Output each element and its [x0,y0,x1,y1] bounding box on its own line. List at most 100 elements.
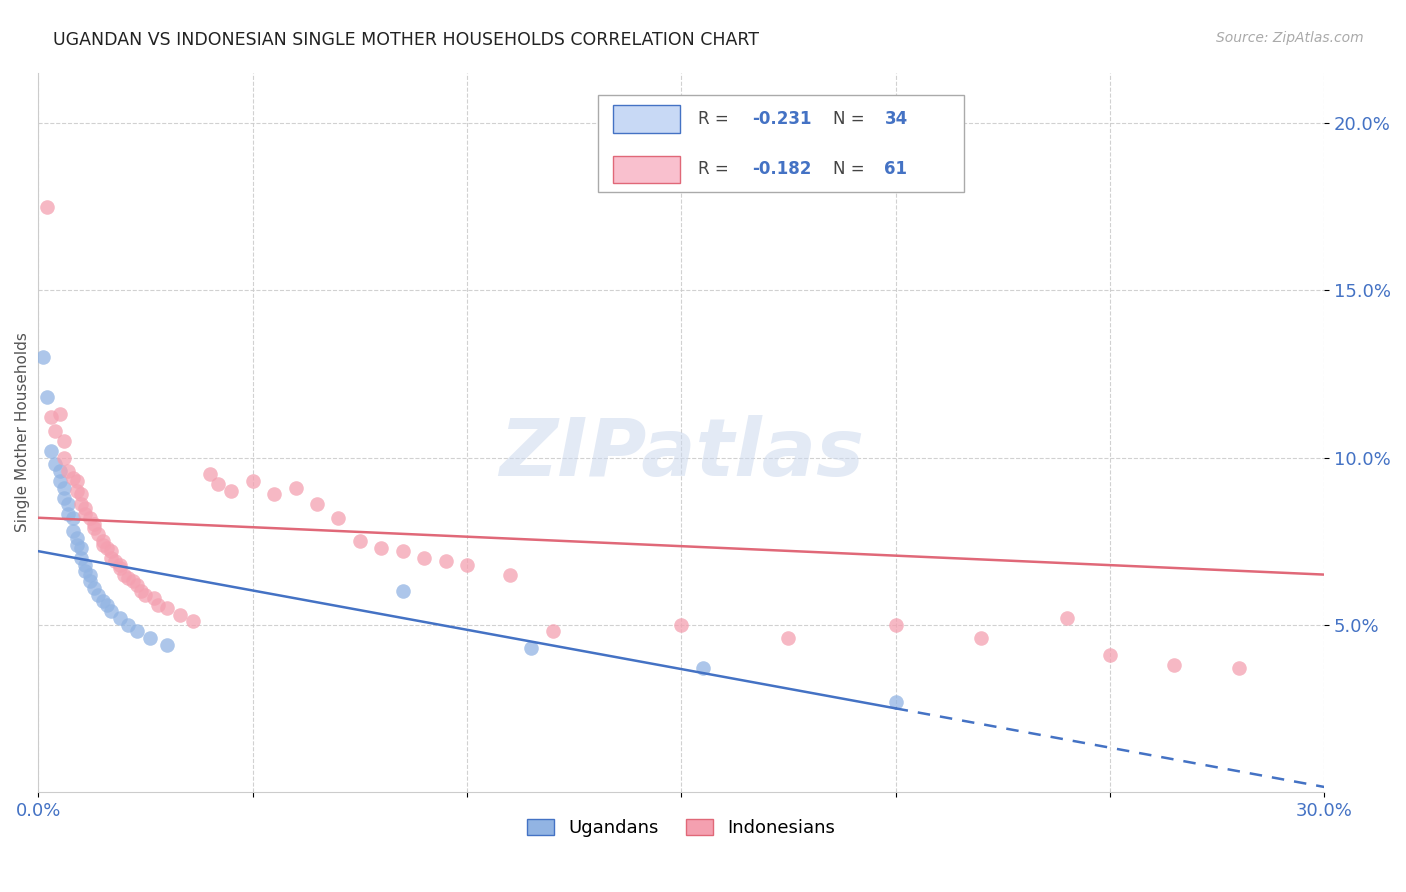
Point [219,483,242,498]
Point [91,537,114,551]
Point [284,481,307,495]
Point [108,558,131,572]
Point [148,598,170,612]
Point [104,554,127,568]
Point [391,584,413,599]
Point [1056,611,1078,625]
Point [91,534,114,549]
Point [79,510,101,524]
Text: Source: ZipAtlas.com: Source: ZipAtlas.com [1216,31,1364,45]
Point [520,641,543,656]
Point [91,594,114,608]
Text: -0.231: -0.231 [752,110,811,128]
Point [370,541,392,555]
Point [139,631,162,645]
Point [156,601,179,615]
Point [79,567,101,582]
Text: UGANDAN VS INDONESIAN SINGLE MOTHER HOUSEHOLDS CORRELATION CHART: UGANDAN VS INDONESIAN SINGLE MOTHER HOUS… [53,31,759,49]
Point [75,558,97,572]
Legend: Ugandans, Indonesians: Ugandans, Indonesians [520,812,842,844]
Text: 34: 34 [884,110,908,128]
Point [242,474,264,488]
Text: R =: R = [697,161,734,178]
Point [456,558,478,572]
Point [49,474,72,488]
Point [100,544,122,558]
Point [66,474,89,488]
Point [49,407,72,421]
Text: N =: N = [832,161,870,178]
Point [108,561,131,575]
Point [66,483,89,498]
Text: R =: R = [697,110,734,128]
Point [66,531,89,545]
Point [143,591,166,605]
Text: N =: N = [832,110,870,128]
Point [134,588,156,602]
Point [62,510,84,524]
Point [125,577,148,591]
Point [1227,661,1250,675]
Point [100,604,122,618]
Point [35,390,58,404]
Point [49,464,72,478]
FancyBboxPatch shape [598,95,965,192]
Point [75,564,97,578]
Point [100,550,122,565]
Point [53,491,76,505]
Point [44,457,66,471]
Point [884,617,907,632]
Point [62,524,84,538]
Point [87,527,110,541]
Point [112,567,135,582]
Point [31,350,53,364]
Point [58,464,80,478]
Y-axis label: Single Mother Households: Single Mother Households [15,333,30,533]
Point [79,574,101,589]
Point [121,574,143,589]
Point [169,607,191,622]
Point [39,443,62,458]
Point [263,487,285,501]
Point [58,497,80,511]
Point [70,550,93,565]
Point [53,481,76,495]
Point [75,508,97,522]
Point [108,611,131,625]
Point [671,617,693,632]
Point [66,537,89,551]
Point [83,581,105,595]
Point [70,487,93,501]
Point [207,477,229,491]
Point [349,534,371,549]
Point [181,615,204,629]
Point [70,497,93,511]
Text: ZIPatlas: ZIPatlas [499,415,863,493]
Point [778,631,800,645]
Point [970,631,993,645]
Point [117,617,139,632]
Point [1163,657,1185,672]
Text: 61: 61 [884,161,907,178]
Point [198,467,221,482]
Point [53,434,76,448]
Point [117,571,139,585]
Point [58,508,80,522]
Point [53,450,76,465]
Point [125,624,148,639]
Text: -0.182: -0.182 [752,161,811,178]
Point [541,624,564,639]
Point [75,500,97,515]
Point [87,588,110,602]
Point [305,497,328,511]
Point [156,638,179,652]
FancyBboxPatch shape [613,156,681,183]
Point [83,517,105,532]
Point [96,541,118,555]
Point [328,510,350,524]
Point [1098,648,1121,662]
Point [83,521,105,535]
Point [70,541,93,555]
Point [391,544,413,558]
Point [884,695,907,709]
